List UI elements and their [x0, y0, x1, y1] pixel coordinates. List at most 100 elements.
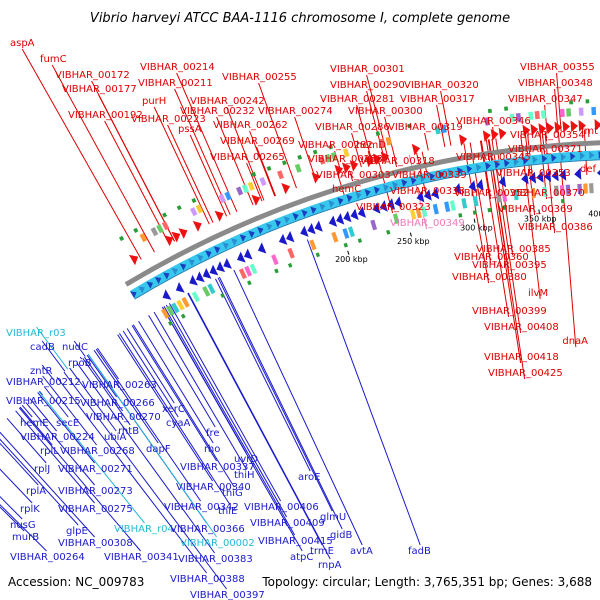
- forward-gene-label: VIBHAR_00360: [454, 252, 529, 263]
- label-connector: [491, 138, 522, 334]
- label-connector: [233, 269, 363, 546]
- forward-feature-block: [515, 113, 522, 122]
- forward-gene-label: VIBHAR_00345: [456, 152, 531, 163]
- forward-gene-label: VIBHAR_00301: [330, 64, 405, 75]
- reverse-feature-block: [271, 254, 279, 266]
- rna-feature-block: [162, 212, 168, 218]
- ring-feature: [257, 227, 264, 235]
- reverse-rna-block: [180, 313, 186, 319]
- rna-feature-block: [569, 100, 573, 105]
- reverse-strand-arrow: [343, 210, 352, 223]
- reverse-gene-label: uvrD: [234, 454, 258, 465]
- label-connector: [21, 48, 142, 260]
- label-connector: [132, 324, 235, 488]
- forward-strand-arrow: [498, 127, 507, 140]
- forward-gene-label: VIBHAR_00281: [320, 94, 395, 105]
- reverse-strand-arrow: [237, 251, 246, 263]
- forward-gene-label: dnaA: [562, 336, 588, 347]
- label-connector: [294, 116, 317, 182]
- forward-gene-label: VIBHAR_00425: [488, 368, 563, 379]
- reverse-feature-block: [577, 183, 583, 194]
- reverse-strand-arrow: [536, 170, 544, 183]
- reverse-gene-label: VIBHAR_00366: [170, 524, 245, 535]
- label-connector: [256, 146, 276, 197]
- reverse-gene-label: VIBHAR_00275: [58, 504, 133, 515]
- forward-gene-label: VIBHAR_00303: [316, 170, 391, 181]
- reverse-feature-block: [461, 198, 468, 209]
- label-connector: [393, 158, 398, 168]
- ring-feature: [163, 272, 170, 280]
- rna-feature-block: [191, 197, 197, 204]
- reverse-feature-block: [181, 296, 190, 308]
- ring-feature: [196, 254, 204, 262]
- label-connector: [44, 386, 69, 418]
- reverse-strand-arrow: [596, 170, 600, 176]
- ring-feature: [382, 184, 389, 192]
- label-connector: [189, 134, 228, 217]
- label-connector: [349, 170, 354, 182]
- label-connector: [38, 391, 145, 524]
- forward-strand-arrow: [171, 231, 181, 243]
- ring-feature: [513, 158, 519, 167]
- ring-feature: [494, 160, 501, 169]
- reverse-gene-label: nudC: [62, 342, 88, 353]
- reverse-strand-arrow: [286, 231, 295, 243]
- sequence-ring-edge: [134, 159, 600, 300]
- reverse-gene-label: VIBHAR_00212: [6, 377, 81, 388]
- label-connector: [41, 340, 66, 372]
- label-connector: [96, 347, 120, 380]
- reverse-strand-arrow: [244, 248, 253, 260]
- ring-feature: [579, 151, 585, 160]
- reverse-strand-arrow: [223, 258, 232, 269]
- label-connector: [0, 506, 25, 532]
- reverse-strand-arrow: [379, 200, 388, 212]
- ring-feature: [301, 209, 308, 218]
- label-connector: [21, 404, 33, 418]
- reverse-gene-label: VIBHAR_00397: [190, 590, 265, 600]
- forward-gene-label: VIBHAR_00370: [510, 188, 585, 199]
- reverse-gene-label: murB: [12, 532, 39, 543]
- forward-gene-label: VIBHAR_00172: [55, 70, 130, 81]
- label-connector: [18, 407, 141, 552]
- forward-gene-label: VIBHAR_00177: [62, 84, 137, 95]
- label-connector: [217, 277, 333, 512]
- forward-gene-label: VIBHAR_00385: [476, 244, 551, 255]
- label-connector: [557, 131, 577, 348]
- reverse-rna-block: [274, 268, 279, 274]
- ring-feature: [274, 219, 281, 228]
- reverse-feature-block: [409, 209, 417, 220]
- label-connector: [37, 392, 95, 464]
- ring-feature: [364, 189, 371, 197]
- reverse-strand-arrow: [216, 261, 226, 273]
- reverse-gene-label: rplL: [40, 446, 59, 457]
- reverse-gene-label: trmE: [310, 546, 334, 557]
- tick-line: [347, 250, 350, 255]
- label-connector: [41, 364, 55, 381]
- reverse-strand-arrow: [476, 178, 484, 191]
- reverse-strand-arrow: [498, 175, 507, 188]
- ring-feature: [179, 263, 187, 271]
- tick-label: 250 kbp: [397, 237, 430, 246]
- forward-strand-arrow: [251, 194, 261, 206]
- ring-feature: [401, 179, 408, 187]
- label-connector: [544, 132, 556, 234]
- forward-strand-arrow: [578, 119, 586, 132]
- label-connector: [117, 334, 214, 482]
- label-connector: [15, 410, 95, 504]
- forward-feature-block: [324, 153, 332, 163]
- reverse-feature-block: [176, 299, 185, 311]
- forward-gene-label: VIBHAR_00300: [348, 106, 423, 117]
- reverse-feature-block: [309, 239, 317, 251]
- reverse-feature-block: [542, 186, 548, 197]
- reverse-feature-block: [370, 219, 378, 231]
- reverse-rna-block: [287, 262, 293, 268]
- label-connector: [440, 90, 452, 146]
- forward-feature-block: [566, 108, 572, 117]
- reverse-gene-label: thiE: [218, 506, 237, 517]
- reverse-gene-label: VIBHAR_00270: [86, 412, 161, 423]
- reverse-strand-arrow: [336, 213, 345, 225]
- label-connector: [487, 139, 526, 380]
- label-connector: [48, 383, 97, 446]
- forward-gene-label: pssA: [178, 124, 202, 135]
